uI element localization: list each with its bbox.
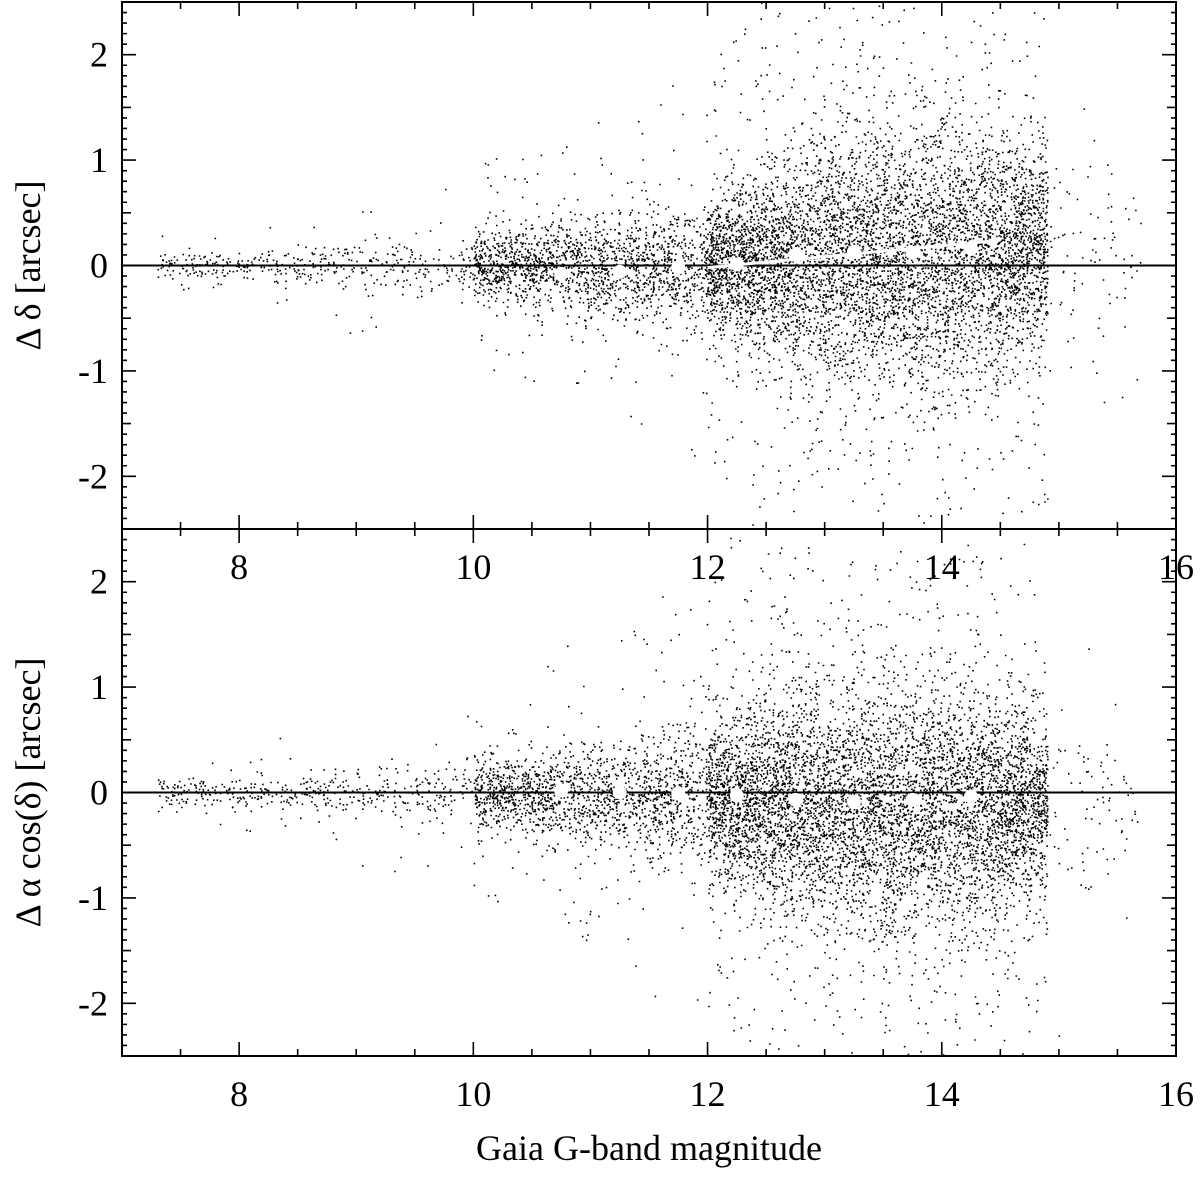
x-tick-label: 8 bbox=[230, 1074, 248, 1114]
y-tick-label: 1 bbox=[90, 140, 108, 180]
x-tick-labels-top: 8 10 12 14 16 bbox=[230, 547, 1194, 587]
y-tick-label: 2 bbox=[90, 35, 108, 75]
y-tick-label: -1 bbox=[78, 878, 108, 918]
median-marker bbox=[612, 785, 627, 800]
scatter-points-top bbox=[157, 2, 1142, 526]
ticks-top bbox=[121, 1, 1177, 530]
x-tick-label: 14 bbox=[924, 547, 960, 587]
ticks-bottom bbox=[121, 528, 1177, 1057]
y-tick-labels-bottom: -2 -1 0 1 2 bbox=[78, 562, 108, 1024]
scatter-cloud bbox=[157, 537, 1139, 1057]
median-marker bbox=[846, 794, 861, 809]
y-tick-label: 1 bbox=[90, 667, 108, 707]
x-tick-labels-bottom: 8 10 12 14 16 bbox=[230, 1074, 1194, 1114]
x-tick-label: 12 bbox=[690, 547, 726, 587]
x-tick-label: 8 bbox=[230, 547, 248, 587]
median-marker bbox=[964, 241, 979, 256]
median-marker bbox=[729, 788, 744, 803]
median-marker bbox=[788, 247, 803, 262]
binned-medians-top bbox=[554, 241, 979, 281]
scatter-cloud bbox=[157, 2, 1142, 526]
x-tick-label: 16 bbox=[1158, 1074, 1194, 1114]
y-tick-label: -2 bbox=[78, 983, 108, 1023]
tick-marks bbox=[121, 528, 1177, 1057]
median-marker bbox=[554, 266, 569, 281]
y-axis-label-top: Δ δ [arcsec] bbox=[8, 180, 48, 350]
y-tick-label: 2 bbox=[90, 562, 108, 602]
median-marker bbox=[671, 260, 686, 275]
median-marker bbox=[905, 792, 920, 807]
x-tick-label: 10 bbox=[455, 1074, 491, 1114]
median-marker bbox=[671, 786, 686, 801]
tick-marks bbox=[121, 1, 1177, 530]
y-tick-label: 0 bbox=[90, 773, 108, 813]
median-marker bbox=[905, 245, 920, 260]
y-tick-label: 0 bbox=[90, 246, 108, 286]
x-axis-label: Gaia G-band magnitude bbox=[476, 1128, 822, 1168]
y-tick-label: -2 bbox=[78, 456, 108, 496]
median-marker bbox=[788, 792, 803, 807]
x-tick-label: 10 bbox=[455, 547, 491, 587]
x-tick-label: 14 bbox=[924, 1074, 960, 1114]
median-marker bbox=[729, 257, 744, 272]
median-marker bbox=[846, 244, 861, 259]
median-marker bbox=[554, 783, 569, 798]
y-tick-labels-top: -2 -1 0 1 2 bbox=[78, 35, 108, 497]
scatter-points-bottom bbox=[157, 537, 1139, 1057]
y-tick-label: -1 bbox=[78, 351, 108, 391]
y-axis-label-bottom: Δ α cos(δ) [arcsec] bbox=[8, 658, 48, 928]
binned-medians-bottom bbox=[554, 783, 979, 809]
median-marker bbox=[964, 789, 979, 804]
x-tick-label: 12 bbox=[690, 1074, 726, 1114]
median-marker bbox=[612, 264, 627, 279]
